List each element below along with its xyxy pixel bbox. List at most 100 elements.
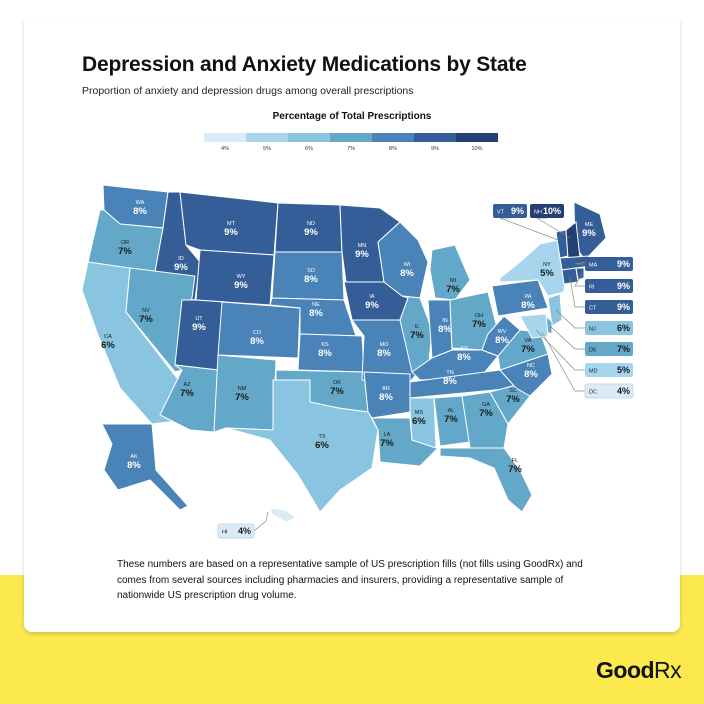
state-ga [461, 391, 509, 449]
state-value-ca: 6% [101, 340, 115, 351]
callout-box-vt [493, 204, 527, 218]
callout-line-ct [569, 277, 585, 308]
state-label-mo: MO [380, 342, 390, 348]
state-label-wi: WI [404, 262, 411, 268]
state-label-la: LA [384, 432, 391, 438]
state-ak [101, 423, 189, 511]
state-label-nm: NM [238, 386, 247, 392]
state-label-or: OR [121, 240, 129, 246]
state-label-sd: SD [307, 268, 315, 274]
state-value-ny: 5% [540, 268, 554, 279]
state-value-dc: 4% [617, 386, 630, 396]
callout-line-dc [541, 331, 585, 392]
state-value-il: 7% [410, 330, 424, 341]
state-value-mi: 7% [446, 284, 460, 295]
state-label-co: CO [253, 330, 262, 336]
state-value-tn: 8% [443, 376, 457, 387]
state-label-nc: NC [527, 363, 535, 369]
callout-line-nj [555, 309, 585, 329]
state-value-co: 8% [250, 336, 264, 347]
state-label-mt: MT [227, 221, 236, 227]
state-value-nh: 10% [543, 206, 561, 216]
state-value-sc: 7% [506, 394, 520, 405]
state-value-al: 7% [444, 414, 458, 425]
goodrx-logo: GoodRx [596, 657, 682, 683]
callout-line-de [549, 325, 585, 350]
legend-tick: 10% [471, 146, 483, 152]
chart-title: Depression and Anxiety Medications by St… [82, 53, 527, 76]
legend-tick: 5% [263, 146, 271, 152]
state-value-ok: 7% [330, 386, 344, 397]
state-nj [547, 293, 563, 327]
callout-line-vt [499, 217, 559, 241]
state-value-la: 7% [380, 438, 394, 449]
state-label-nv: NV [142, 308, 150, 314]
state-value-wi: 8% [400, 268, 414, 279]
legend-color-bar [204, 133, 498, 142]
legend-tick: 6% [305, 146, 313, 152]
state-ms [409, 397, 437, 449]
state-value-vt: 9% [511, 206, 524, 216]
callout-box-hi [217, 523, 255, 539]
legend-swatch-9 [414, 133, 456, 142]
state-label-ms: MS [415, 410, 424, 416]
state-value-az: 7% [180, 388, 194, 399]
state-label-wy: WY [237, 274, 246, 280]
state-value-ia: 9% [365, 300, 379, 311]
state-label-ia: IA [369, 294, 375, 300]
state-label-mn: MN [358, 243, 367, 249]
state-co [217, 301, 301, 359]
state-value-ne: 8% [309, 308, 323, 319]
state-label-wv: WV [498, 329, 507, 335]
state-label-ma: MA [589, 263, 598, 269]
state-label-sc: SC [509, 388, 517, 394]
state-value-id: 9% [174, 262, 188, 273]
state-label-pa: PA [525, 294, 532, 300]
footnote: These numbers are based on a representat… [117, 559, 583, 601]
state-label-ok: OK [333, 380, 341, 386]
state-label-md: MD [589, 369, 598, 375]
state-value-ar: 8% [379, 392, 393, 403]
state-value-wy: 9% [234, 280, 248, 291]
state-label-tn: TN [446, 370, 453, 376]
state-label-va: VA [525, 338, 532, 344]
legend-title: Percentage of Total Prescriptions [272, 111, 432, 122]
callout-box-ma [585, 257, 633, 271]
state-label-wa: WA [136, 200, 145, 206]
state-label-ga: GA [482, 402, 490, 408]
state-label-dc: DC [589, 390, 597, 396]
callout-line-md [535, 329, 585, 371]
legend-ticks: 4% 5% 6% 7% 8% 9% 10% [204, 146, 498, 152]
state-label-ky: KY [460, 346, 468, 352]
callout-line-ma [574, 261, 587, 265]
state-wi [377, 221, 429, 299]
state-value-oh: 7% [472, 319, 486, 330]
legend-swatch-8 [372, 133, 414, 142]
state-value-ri: 9% [617, 281, 630, 291]
state-ri [575, 267, 585, 281]
state-value-hi: 4% [238, 526, 251, 536]
callout-line-nh [535, 217, 571, 239]
state-value-ak: 8% [127, 460, 141, 471]
state-value-mt: 9% [224, 227, 238, 238]
legend-swatch-7 [330, 133, 372, 142]
state-value-md: 5% [617, 365, 630, 375]
legend-swatch-10 [456, 133, 498, 142]
state-label-vt: VT [497, 210, 505, 216]
legend-tick: 9% [431, 146, 439, 152]
chart-subtitle: Proportion of anxiety and depression dru… [82, 85, 414, 97]
state-value-de: 7% [617, 344, 630, 354]
state-value-mo: 8% [377, 348, 391, 359]
state-label-fl: FL [512, 458, 518, 464]
legend-tick: 7% [347, 146, 355, 152]
state-value-va: 7% [521, 344, 535, 355]
state-label-ut: UT [195, 316, 203, 322]
state-value-fl: 7% [508, 464, 522, 475]
state-value-nv: 7% [139, 314, 153, 325]
state-ar [363, 371, 411, 419]
legend-tick: 4% [221, 146, 229, 152]
state-value-me: 9% [582, 228, 596, 239]
state-label-ne: NE [312, 302, 320, 308]
state-value-or: 7% [118, 246, 132, 257]
